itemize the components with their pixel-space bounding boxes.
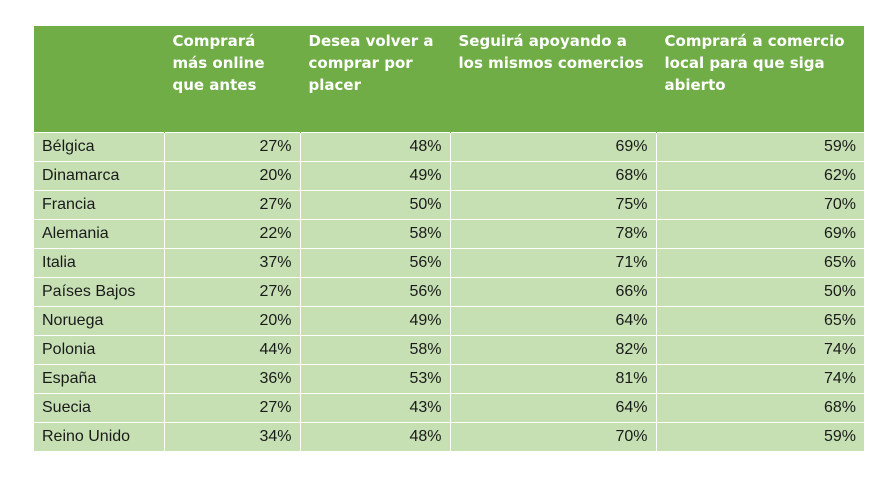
buy-more-online-cell: 27% xyxy=(164,131,301,161)
buy-local-cell: 62% xyxy=(656,160,864,190)
support-same-stores-cell: 64% xyxy=(450,305,657,335)
buy-local-cell: 70% xyxy=(656,189,864,219)
buy-more-online-cell: 34% xyxy=(164,421,301,451)
header-support-same-stores: Seguirá apoyando a los mismos comercios xyxy=(450,26,657,132)
buy-more-online-cell: 27% xyxy=(164,189,301,219)
table-row: Alemania 22% 58% 78% 69% xyxy=(34,218,864,248)
buy-for-pleasure-cell: 56% xyxy=(300,247,451,277)
buy-more-online-cell: 27% xyxy=(164,276,301,306)
buy-more-online-cell: 20% xyxy=(164,160,301,190)
header-buy-for-pleasure: Desea volver a comprar por placer xyxy=(300,26,451,132)
buy-for-pleasure-cell: 43% xyxy=(300,392,451,422)
buy-more-online-cell: 37% xyxy=(164,247,301,277)
buy-local-cell: 65% xyxy=(656,247,864,277)
buy-for-pleasure-cell: 48% xyxy=(300,421,451,451)
buy-local-cell: 65% xyxy=(656,305,864,335)
support-same-stores-cell: 66% xyxy=(450,276,657,306)
country-cell: Bélgica xyxy=(34,131,165,161)
support-same-stores-cell: 64% xyxy=(450,392,657,422)
table-row: Noruega 20% 49% 64% 65% xyxy=(34,305,864,335)
country-cell: Alemania xyxy=(34,218,165,248)
buy-local-cell: 59% xyxy=(656,131,864,161)
buy-more-online-cell: 44% xyxy=(164,334,301,364)
buy-local-cell: 68% xyxy=(656,392,864,422)
survey-table-container: Comprará más online que antes Desea volv… xyxy=(34,26,864,451)
table-row: Países Bajos 27% 56% 66% 50% xyxy=(34,276,864,306)
support-same-stores-cell: 68% xyxy=(450,160,657,190)
buy-local-cell: 74% xyxy=(656,334,864,364)
support-same-stores-cell: 78% xyxy=(450,218,657,248)
buy-more-online-cell: 27% xyxy=(164,392,301,422)
country-cell: Noruega xyxy=(34,305,165,335)
table-row: Francia 27% 50% 75% 70% xyxy=(34,189,864,219)
survey-table: Comprará más online que antes Desea volv… xyxy=(34,26,864,451)
table-row: Bélgica 27% 48% 69% 59% xyxy=(34,131,864,161)
buy-for-pleasure-cell: 49% xyxy=(300,160,451,190)
country-cell: Reino Unido xyxy=(34,421,165,451)
country-cell: Francia xyxy=(34,189,165,219)
buy-for-pleasure-cell: 58% xyxy=(300,218,451,248)
table-row: Dinamarca 20% 49% 68% 62% xyxy=(34,160,864,190)
header-country xyxy=(34,26,165,132)
country-cell: Suecia xyxy=(34,392,165,422)
support-same-stores-cell: 70% xyxy=(450,421,657,451)
header-buy-local: Comprará a comercio local para que siga … xyxy=(656,26,864,132)
buy-for-pleasure-cell: 58% xyxy=(300,334,451,364)
table-row: Polonia 44% 58% 82% 74% xyxy=(34,334,864,364)
buy-local-cell: 50% xyxy=(656,276,864,306)
buy-for-pleasure-cell: 56% xyxy=(300,276,451,306)
table-row: Reino Unido 34% 48% 70% 59% xyxy=(34,421,864,451)
country-cell: Dinamarca xyxy=(34,160,165,190)
support-same-stores-cell: 71% xyxy=(450,247,657,277)
table-header: Comprará más online que antes Desea volv… xyxy=(34,26,864,132)
support-same-stores-cell: 82% xyxy=(450,334,657,364)
support-same-stores-cell: 69% xyxy=(450,131,657,161)
table-row: España 36% 53% 81% 74% xyxy=(34,363,864,393)
buy-more-online-cell: 20% xyxy=(164,305,301,335)
country-cell: Italia xyxy=(34,247,165,277)
support-same-stores-cell: 81% xyxy=(450,363,657,393)
country-cell: Polonia xyxy=(34,334,165,364)
header-row: Comprará más online que antes Desea volv… xyxy=(34,26,864,132)
support-same-stores-cell: 75% xyxy=(450,189,657,219)
buy-more-online-cell: 22% xyxy=(164,218,301,248)
table-row: Suecia 27% 43% 64% 68% xyxy=(34,392,864,422)
buy-for-pleasure-cell: 53% xyxy=(300,363,451,393)
buy-local-cell: 74% xyxy=(656,363,864,393)
buy-for-pleasure-cell: 49% xyxy=(300,305,451,335)
buy-local-cell: 59% xyxy=(656,421,864,451)
header-buy-more-online: Comprará más online que antes xyxy=(164,26,301,132)
country-cell: España xyxy=(34,363,165,393)
table-row: Italia 37% 56% 71% 65% xyxy=(34,247,864,277)
buy-more-online-cell: 36% xyxy=(164,363,301,393)
buy-for-pleasure-cell: 50% xyxy=(300,189,451,219)
buy-for-pleasure-cell: 48% xyxy=(300,131,451,161)
country-cell: Países Bajos xyxy=(34,276,165,306)
buy-local-cell: 69% xyxy=(656,218,864,248)
table-body: Bélgica 27% 48% 69% 59% Dinamarca 20% 49% 68% 62%… xyxy=(34,131,864,451)
